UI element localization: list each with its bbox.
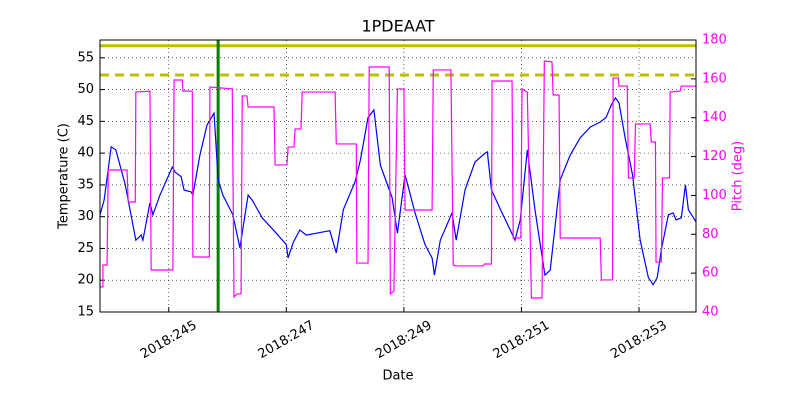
- y-tick-label: 25: [77, 241, 94, 256]
- y-tick-label: 30: [77, 209, 94, 224]
- y-tick-label: 55: [77, 50, 94, 65]
- data-line: [99, 96, 697, 286]
- y-tick-label: 50: [77, 82, 94, 97]
- y-axis-label: Temperature (C): [57, 123, 72, 230]
- y2-tick-label: 60: [702, 266, 719, 281]
- y-tick-label: 45: [77, 114, 94, 129]
- y-tick-label: 15: [77, 305, 94, 320]
- y2-tick-label: 80: [702, 227, 719, 242]
- y2-tick-label: 100: [702, 188, 727, 203]
- chart-title: 1PDEAAT: [361, 17, 434, 36]
- y-tick-label: 40: [77, 146, 94, 161]
- y-tick-label: 35: [77, 177, 94, 192]
- y2-tick-label: 120: [702, 149, 727, 164]
- data-line: [100, 60, 696, 299]
- x-axis-label: Date: [382, 369, 413, 384]
- y2-axis-label: Pitch (deg): [731, 141, 746, 211]
- plot-frame: [99, 39, 697, 313]
- y2-tick-label: 40: [702, 305, 719, 320]
- y2-tick-label: 140: [702, 110, 727, 125]
- y2-tick-label: 160: [702, 71, 727, 86]
- y2-tick-label: 180: [702, 33, 727, 48]
- y-tick-label: 20: [77, 273, 94, 288]
